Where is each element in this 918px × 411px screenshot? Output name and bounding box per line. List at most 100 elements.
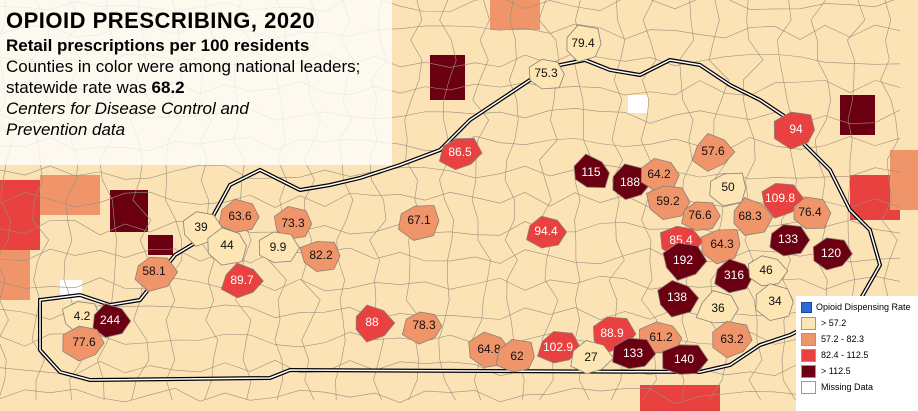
county-value-label: 79.4 <box>571 36 595 50</box>
legend-item: 82.4 - 112.5 <box>801 347 915 363</box>
county-value-label: 115 <box>581 165 600 179</box>
legend-title-row: Opioid Dispensing Rate <box>801 299 915 315</box>
county-value-label: 36 <box>711 301 725 315</box>
county <box>537 331 582 364</box>
county-border <box>0 304 901 321</box>
statewide-rate: 68.2 <box>151 78 185 97</box>
county <box>612 337 657 370</box>
county-shape <box>0 180 40 250</box>
county-value-label: 61.2 <box>649 330 673 344</box>
county <box>398 205 440 241</box>
legend-item: Missing Data <box>801 379 915 395</box>
county <box>662 344 709 375</box>
county-value-label: 133 <box>623 346 643 360</box>
subtitle: Retail prescriptions per 100 residents <box>6 36 310 55</box>
county-value-label: 133 <box>778 232 798 246</box>
legend-swatch <box>801 348 816 362</box>
county <box>92 303 132 338</box>
county <box>761 182 805 219</box>
legend-swatch <box>801 316 816 330</box>
county-value-label: 188 <box>620 175 640 189</box>
legend-label: > 112.5 <box>821 366 851 376</box>
county-value-label: 39 <box>194 220 208 234</box>
county-shape <box>628 95 648 113</box>
county-value-label: 27 <box>584 350 598 364</box>
legend-label: 82.4 - 112.5 <box>821 350 869 360</box>
county <box>714 258 754 294</box>
county <box>495 338 535 373</box>
legend: Opioid Dispensing Rate > 57.2 57.2 - 82.3… <box>796 296 918 411</box>
county-value-label: 67.1 <box>407 213 431 227</box>
county <box>526 215 568 249</box>
title-block: OPIOID PRESCRIBING, 2020 Retail prescrip… <box>0 0 392 165</box>
county-value-label: 4.2 <box>74 309 91 323</box>
county-value-label: 82.2 <box>309 248 333 262</box>
county-value-label: 64.2 <box>647 167 671 181</box>
county <box>207 227 247 266</box>
county <box>773 111 816 150</box>
county <box>566 24 602 63</box>
county-value-label: 57.6 <box>701 144 725 158</box>
county-shape <box>148 235 173 255</box>
county <box>62 325 105 362</box>
county-value-label: 94 <box>789 122 803 136</box>
legend-swatch <box>801 380 816 394</box>
county <box>755 283 794 322</box>
legend-label: Missing Data <box>821 382 874 392</box>
county <box>273 205 313 240</box>
county-value-label: 64.3 <box>710 237 734 251</box>
county <box>793 196 832 230</box>
source: Centers for Disease Control and Preventi… <box>6 99 249 139</box>
county-shape <box>0 250 30 300</box>
county <box>709 172 747 207</box>
legend-items: > 57.2 57.2 - 82.3 82.4 - 112.5 > 112.5 Miss… <box>799 315 915 395</box>
county-value-label: 46 <box>759 263 773 277</box>
county <box>769 224 811 257</box>
county-value-label: 316 <box>724 268 744 282</box>
legend-label: > 57.2 <box>821 318 847 328</box>
county <box>299 241 341 272</box>
county-value-label: 109.8 <box>765 191 795 205</box>
county <box>570 340 615 375</box>
county-border <box>0 163 901 180</box>
county-shape <box>640 385 720 411</box>
county <box>681 201 721 231</box>
county-value-label: 86.5 <box>448 145 472 159</box>
county <box>355 304 396 343</box>
county-value-label: 75.3 <box>534 66 558 80</box>
legend-title: Opioid Dispensing Rate <box>816 302 911 312</box>
county-shape <box>890 150 918 210</box>
county-shape <box>430 55 465 100</box>
county <box>218 198 260 233</box>
county <box>401 311 443 345</box>
legend-item: 57.2 - 82.3 <box>801 331 915 347</box>
county <box>573 153 610 189</box>
county-value-label: 59.2 <box>656 194 680 208</box>
legend-item: > 57.2 <box>801 315 915 331</box>
county-value-label: 88 <box>365 315 379 329</box>
county-border <box>573 0 593 401</box>
legend-item: > 112.5 <box>801 363 915 379</box>
county <box>528 58 565 90</box>
county-border <box>0 359 901 377</box>
county <box>733 197 774 236</box>
county-value-label: 88.9 <box>600 326 624 340</box>
county-value-label: 102.9 <box>543 340 573 354</box>
county <box>646 185 691 221</box>
county-value-label: 85.4 <box>669 233 693 247</box>
county-value-label: 9.9 <box>270 240 287 254</box>
county-value-label: 64.8 <box>477 342 501 356</box>
county <box>657 280 700 318</box>
county-border <box>0 331 901 348</box>
county-value-label: 138 <box>667 290 687 304</box>
county-value-label: 63.2 <box>720 332 744 346</box>
county-value-label: 44 <box>220 238 234 252</box>
legend-label: 57.2 - 82.3 <box>821 334 865 344</box>
checkbox[interactable] <box>801 301 812 313</box>
county-value-label: 58.1 <box>142 264 166 278</box>
county-layer: 79.4 75.3 94 86.5 57.6 115 188 64.2 50 59.2 76.6 68… <box>62 24 853 375</box>
county-value-label: 192 <box>673 253 693 267</box>
note: Counties in color were among national le… <box>6 56 376 98</box>
